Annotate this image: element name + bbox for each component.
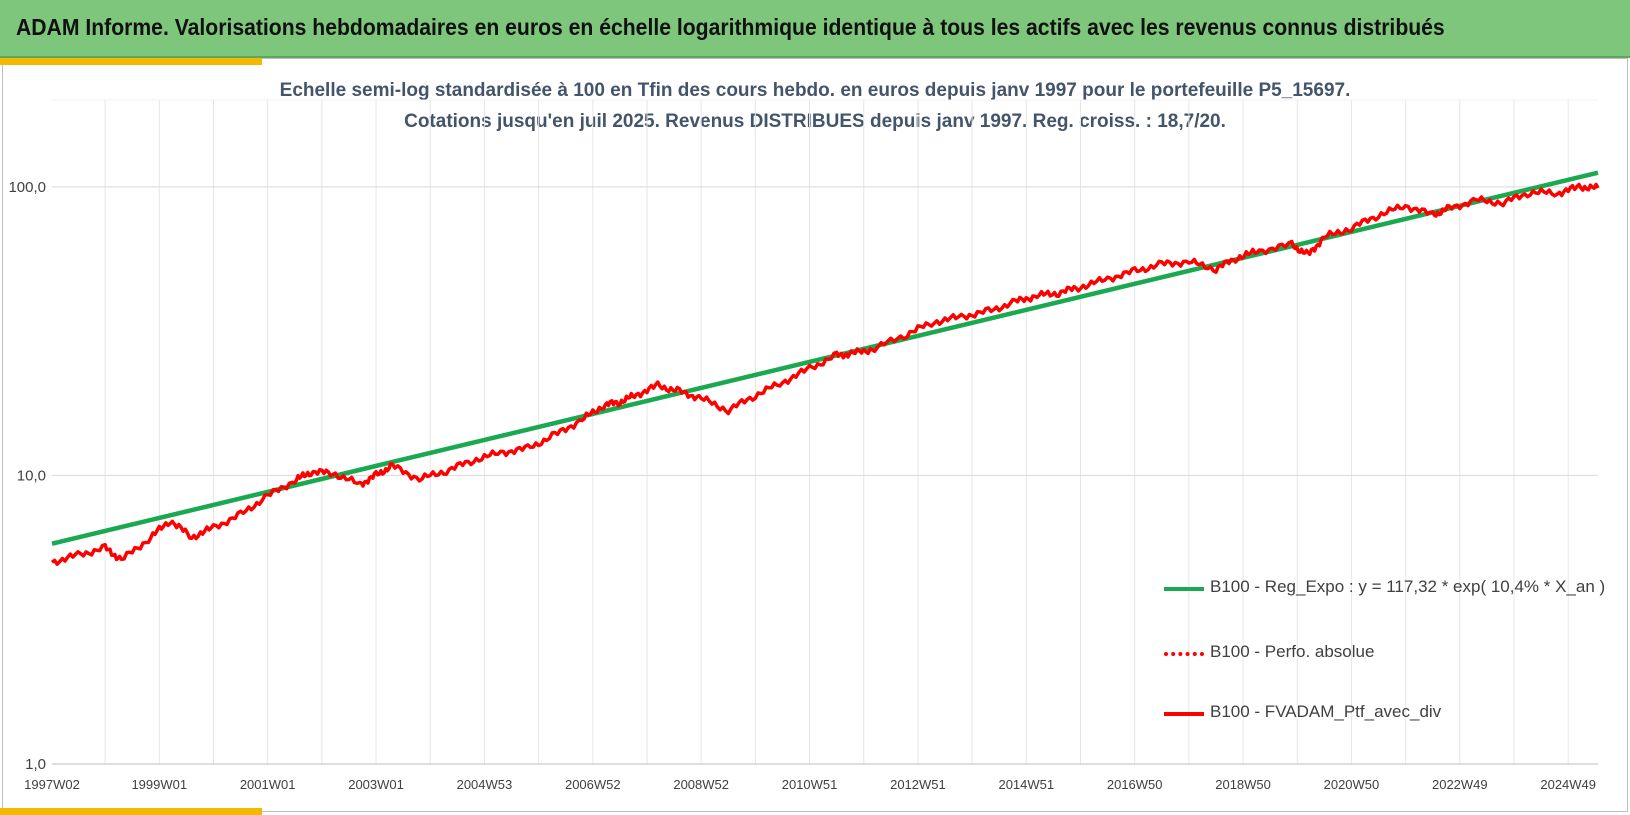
x-tick-label: 2006W52 bbox=[565, 777, 621, 792]
x-tick-label: 1997W02 bbox=[24, 777, 80, 792]
series-line-portfolio bbox=[50, 182, 1600, 566]
x-tick-label: 2016W50 bbox=[1107, 777, 1163, 792]
header-bar: ADAM Informe. Valorisations hebdomadaire… bbox=[0, 0, 1630, 58]
x-tick-label: 2024W49 bbox=[1540, 777, 1596, 792]
chart-legend: B100 - Reg_Expo : y = 117,32 * exp( 10,4… bbox=[1164, 576, 1606, 746]
x-tick-label: 2001W01 bbox=[240, 777, 296, 792]
y-tick-label: 100,0 bbox=[8, 179, 46, 196]
legend-item-regression: B100 - Reg_Expo : y = 117,32 * exp( 10,4… bbox=[1164, 576, 1606, 600]
x-tick-label: 2022W49 bbox=[1432, 777, 1488, 792]
accent-stripe-bottom bbox=[0, 808, 262, 815]
x-tick-label: 2012W51 bbox=[890, 777, 946, 792]
chart-title: Echelle semi-log standardisée à 100 en T… bbox=[279, 80, 1351, 101]
x-tick-label: 2003W01 bbox=[348, 777, 404, 792]
chart-frame bbox=[2, 58, 1628, 812]
page-title: ADAM Informe. Valorisations hebdomadaire… bbox=[16, 14, 1445, 40]
x-tick-label: 2018W50 bbox=[1215, 777, 1271, 792]
y-tick-label: 10,0 bbox=[17, 467, 46, 484]
legend-item-perfo-absolue: B100 - Perfo. absolue bbox=[1164, 641, 1604, 665]
legend-label-portfolio: B100 - FVADAM_Ptf_avec_div bbox=[1210, 702, 1442, 721]
x-tick-label: 2020W50 bbox=[1324, 777, 1380, 792]
x-tick-label: 2014W51 bbox=[998, 777, 1054, 792]
y-tick-label: 1,0 bbox=[25, 756, 46, 773]
legend-item-portfolio: B100 - FVADAM_Ptf_avec_div bbox=[1164, 701, 1604, 725]
x-tick-label: 2004W53 bbox=[457, 777, 513, 792]
legend-swatch-regression bbox=[1164, 587, 1204, 591]
legend-label-perfo-absolue: B100 - Perfo. absolue bbox=[1210, 642, 1375, 661]
x-tick-label: 1999W01 bbox=[131, 777, 187, 792]
chart-subtitle: Cotations jusqu'en juil 2025. Revenus DI… bbox=[404, 111, 1226, 132]
legend-swatch-perfo-absolue bbox=[1164, 652, 1204, 656]
accent-stripe-top bbox=[0, 58, 262, 65]
x-tick-label: 2008W52 bbox=[673, 777, 729, 792]
legend-swatch-portfolio bbox=[1164, 712, 1204, 716]
x-tick-label: 2010W51 bbox=[782, 777, 838, 792]
legend-label-regression: B100 - Reg_Expo : y = 117,32 * exp( 10,4… bbox=[1210, 577, 1606, 596]
